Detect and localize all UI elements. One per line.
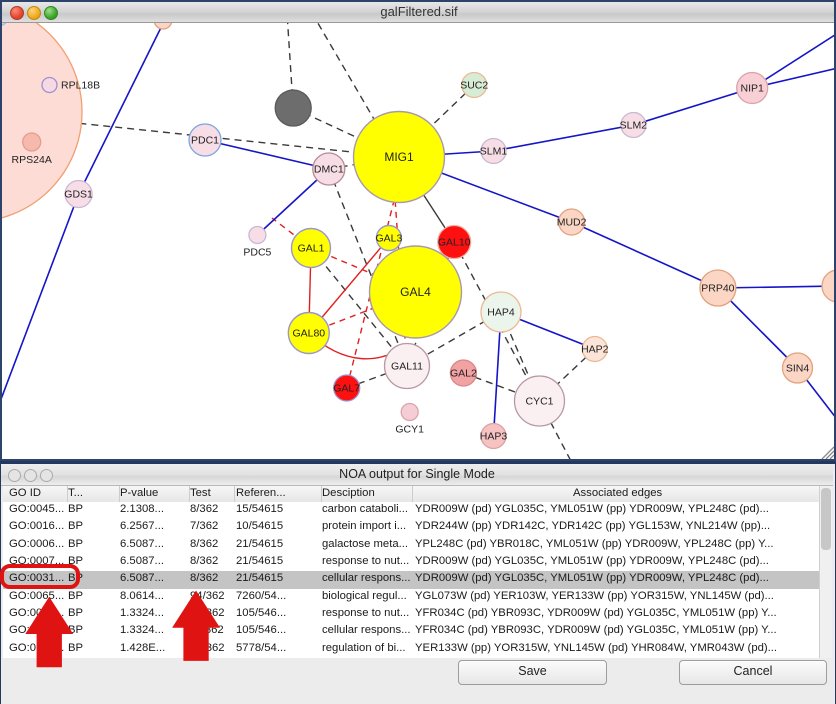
svg-text:PDC5: PDC5: [243, 247, 271, 259]
svg-text:GAL2: GAL2: [450, 367, 477, 379]
svg-text:HAP2: HAP2: [581, 343, 609, 355]
svg-text:GDS1: GDS1: [64, 188, 93, 200]
svg-text:PRP40: PRP40: [701, 282, 734, 294]
svg-text:SLM1: SLM1: [480, 145, 508, 157]
svg-text:PDC1: PDC1: [191, 134, 219, 146]
svg-text:HAP4: HAP4: [487, 306, 515, 318]
svg-text:CYC1: CYC1: [525, 395, 553, 407]
svg-text:GAL10: GAL10: [438, 236, 471, 248]
svg-text:GAL4: GAL4: [400, 285, 431, 299]
svg-text:MUD2: MUD2: [557, 216, 587, 228]
svg-text:GCY1: GCY1: [395, 424, 424, 436]
svg-text:RPL18B: RPL18B: [61, 79, 100, 91]
svg-text:SIN4: SIN4: [786, 362, 810, 374]
svg-text:GAL3: GAL3: [375, 232, 402, 244]
svg-text:GAL1: GAL1: [298, 242, 325, 254]
svg-text:DMC1: DMC1: [314, 163, 344, 175]
svg-text:SLM2: SLM2: [620, 119, 648, 131]
svg-text:GAL80: GAL80: [292, 327, 325, 339]
svg-text:RPS24A: RPS24A: [12, 154, 52, 166]
svg-text:GAL11: GAL11: [391, 360, 423, 372]
svg-text:NIP1: NIP1: [741, 82, 765, 94]
svg-text:HAP3: HAP3: [480, 430, 508, 442]
svg-text:SUC2: SUC2: [460, 79, 488, 91]
svg-text:MIG1: MIG1: [384, 150, 414, 164]
svg-text:GAL7: GAL7: [333, 382, 360, 394]
